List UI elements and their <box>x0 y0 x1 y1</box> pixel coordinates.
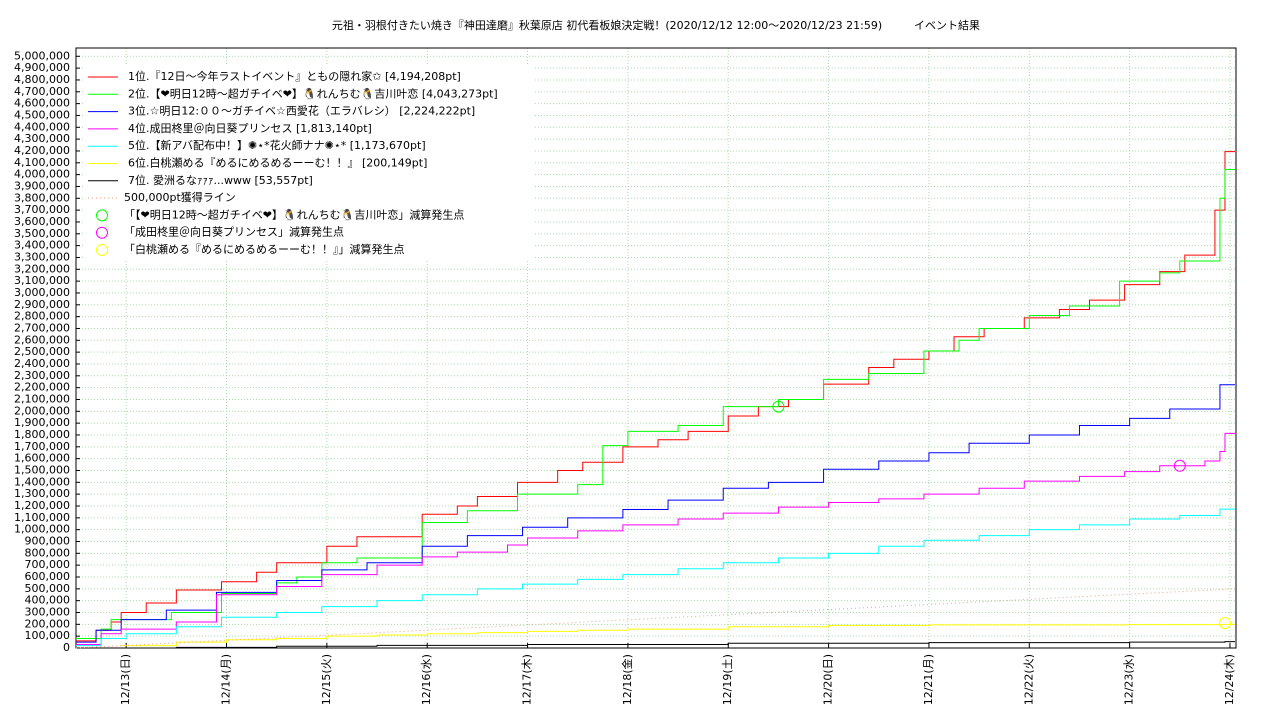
x-tick-label: 12/24(木) <box>1223 654 1236 705</box>
y-tick-label: 100,000 <box>25 629 71 642</box>
x-tick-label: 12/21(月) <box>922 654 935 705</box>
y-tick-label: 3,000,000 <box>14 286 70 299</box>
legend-label: 7位. 愛洲るなｧｧｧ...www [53,557pt] <box>128 173 313 187</box>
y-tick-label: 4,400,000 <box>14 120 70 133</box>
y-tick-label: 4,300,000 <box>14 132 70 145</box>
y-tick-label: 0 <box>63 641 70 654</box>
x-tick-label: 12/14(月) <box>220 654 233 705</box>
y-tick-label: 3,200,000 <box>14 262 70 275</box>
plot-frame <box>75 47 1237 649</box>
y-tick-label: 4,700,000 <box>14 85 70 98</box>
x-tick-label: 12/23(水) <box>1123 654 1136 705</box>
marker-point <box>1173 459 1186 472</box>
legend-marker <box>96 244 108 256</box>
legend-marker <box>96 226 108 239</box>
chart-subtitle: イベント結果 <box>914 18 980 32</box>
y-tick-label: 1,600,000 <box>14 452 70 465</box>
y-tick-label: 1,500,000 <box>14 463 70 476</box>
y-tick-label: 4,000,000 <box>14 168 70 181</box>
y-tick-label: 4,900,000 <box>14 61 70 74</box>
y-tick-label: 500,000 <box>25 582 71 595</box>
y-tick-label: 300,000 <box>25 605 71 618</box>
legend-box <box>85 65 535 259</box>
y-tick-label: 200,000 <box>25 617 71 630</box>
x-tick-label: 12/20(日) <box>822 654 835 705</box>
series-line <box>76 151 1235 642</box>
chart-title: 元祖・羽根付きたい焼き『神田達磨』秋葉原店 初代看板娘決定戦！(2020/12/… <box>332 18 882 32</box>
x-tick-label: 12/22(火) <box>1022 654 1035 705</box>
y-tick-label: 2,000,000 <box>14 404 70 417</box>
y-tick-label: 2,200,000 <box>14 381 70 394</box>
x-tick-label: 12/15(火) <box>320 654 333 705</box>
y-tick-label: 900,000 <box>25 534 71 547</box>
y-tick-label: 3,700,000 <box>14 203 70 216</box>
y-tick-label: 700,000 <box>25 558 71 571</box>
y-tick-label: 3,300,000 <box>14 250 70 263</box>
x-tick-label: 12/18(金) <box>620 654 634 705</box>
series-line <box>76 432 1235 645</box>
x-tick-label: 12/13(日) <box>119 654 132 705</box>
y-tick-label: 1,000,000 <box>14 523 70 536</box>
y-tick-label: 600,000 <box>25 570 71 583</box>
y-tick-label: 2,300,000 <box>14 369 70 382</box>
y-tick-label: 2,500,000 <box>14 345 70 358</box>
y-tick-label: 1,300,000 <box>14 487 70 500</box>
legend-marker <box>96 209 108 222</box>
series-line <box>76 508 1235 647</box>
x-tick-label: 12/17(木) <box>521 654 534 705</box>
legend-label: 6位.白桃瀬める『めるにめるめるーーむ！！』 [200,149pt] <box>128 156 427 170</box>
legend-label: 4位.成田柊里＠向日葵プリンセス [1,813,140pt] <box>128 121 372 135</box>
legend-label: 500,000pt獲得ライン <box>124 191 236 204</box>
series-line <box>76 384 1235 643</box>
y-tick-label: 2,800,000 <box>14 310 70 323</box>
y-tick-label: 3,800,000 <box>14 191 70 204</box>
y-tick-label: 3,900,000 <box>14 179 70 192</box>
y-tick-label: 2,400,000 <box>14 357 70 370</box>
x-tick-label: 12/16(水) <box>420 654 433 705</box>
y-tick-label: 1,700,000 <box>14 440 70 453</box>
y-tick-label: 3,600,000 <box>14 215 70 228</box>
series-line <box>75 588 1236 649</box>
y-tick-label: 400,000 <box>25 594 71 607</box>
y-tick-label: 1,200,000 <box>14 499 70 512</box>
series-line <box>76 641 1235 649</box>
x-tick-label: 12/19(土) <box>721 654 734 705</box>
y-tick-label: 4,200,000 <box>14 144 70 157</box>
legend-label: 3位.☆明日12:００〜ガチイベ☆西愛花（エラバレシ） [2,224,222pt… <box>128 104 475 118</box>
legend-label: 「【❤明日12時〜超ガチイベ❤】🐧れんちむ🐧吉川叶恋」減算発生点 <box>124 207 464 221</box>
legend-label: 5位.【新アバ配布中！】✺⋆*花火師ナナ✺⋆* [1,173,670pt] <box>128 138 426 152</box>
y-tick-label: 3,500,000 <box>14 227 70 240</box>
y-tick-label: 3,100,000 <box>14 274 70 287</box>
y-tick-label: 2,700,000 <box>14 321 70 334</box>
series-line <box>121 623 1235 647</box>
y-tick-label: 4,600,000 <box>14 97 70 110</box>
y-tick-label: 1,100,000 <box>14 511 70 524</box>
y-tick-label: 5,000,000 <box>14 49 70 62</box>
y-tick-label: 2,100,000 <box>14 392 70 405</box>
y-tick-label: 4,500,000 <box>14 108 70 121</box>
y-tick-label: 1,900,000 <box>14 416 70 429</box>
y-tick-label: 800,000 <box>25 546 71 559</box>
y-tick-label: 4,800,000 <box>14 73 70 86</box>
y-tick-label: 2,900,000 <box>14 298 70 311</box>
legend-label: 2位.【❤明日12時〜超ガチイベ❤】🐧れんちむ🐧吉川叶恋 [4,043,273p… <box>128 86 498 100</box>
y-tick-label: 3,400,000 <box>14 239 70 252</box>
y-tick-label: 2,600,000 <box>14 333 70 346</box>
legend-label: 1位.『12日〜今年ラストイベント』ともの隠れ家✩ [4,194,208pt] <box>128 69 461 83</box>
marker-point <box>1218 617 1231 630</box>
y-tick-label: 1,800,000 <box>14 428 70 441</box>
legend-label: 「白桃瀬める『めるにめるめるーーむ！！』」減算発生点 <box>124 242 405 256</box>
y-tick-label: 1,400,000 <box>14 475 70 488</box>
marker-point <box>772 400 785 413</box>
legend-label: 「成田柊里＠向日葵プリンセス」減算発生点 <box>124 225 344 239</box>
y-tick-label: 4,100,000 <box>14 156 70 169</box>
